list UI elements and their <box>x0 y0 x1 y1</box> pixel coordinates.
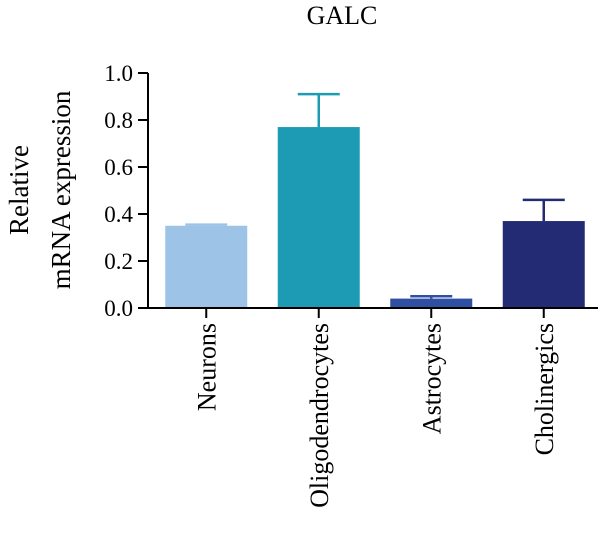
x-tick-label: Cholinergics <box>530 323 559 455</box>
x-tick-label: Astrocytes <box>417 323 446 434</box>
bars <box>165 127 585 308</box>
bar <box>390 298 473 308</box>
bar <box>165 225 248 308</box>
x-axis-ticks: Neurons Oligodendrocytes Astrocytes Choline… <box>192 308 559 508</box>
y-axis-label-line-2: mRNA expression <box>46 90 76 289</box>
chart-title: GALC <box>307 1 378 30</box>
y-tick-label: 0.2 <box>104 249 133 274</box>
error-bars <box>185 92 565 299</box>
y-tick-label: 0.6 <box>104 155 133 180</box>
y-tick-label: 0.0 <box>104 296 133 321</box>
y-tick-label: 0.4 <box>104 202 133 227</box>
y-tick-label: 1.0 <box>104 61 133 86</box>
y-axis-label-line-1: Relative <box>4 145 34 235</box>
y-axis-ticks: 0.0 0.2 0.4 0.6 0.8 1.0 <box>104 61 148 321</box>
x-tick-label: Neurons <box>192 323 221 411</box>
x-tick-label: Oligodendrocytes <box>305 323 334 508</box>
bar <box>277 127 360 308</box>
bar <box>502 221 585 308</box>
y-tick-label: 0.8 <box>104 108 133 133</box>
